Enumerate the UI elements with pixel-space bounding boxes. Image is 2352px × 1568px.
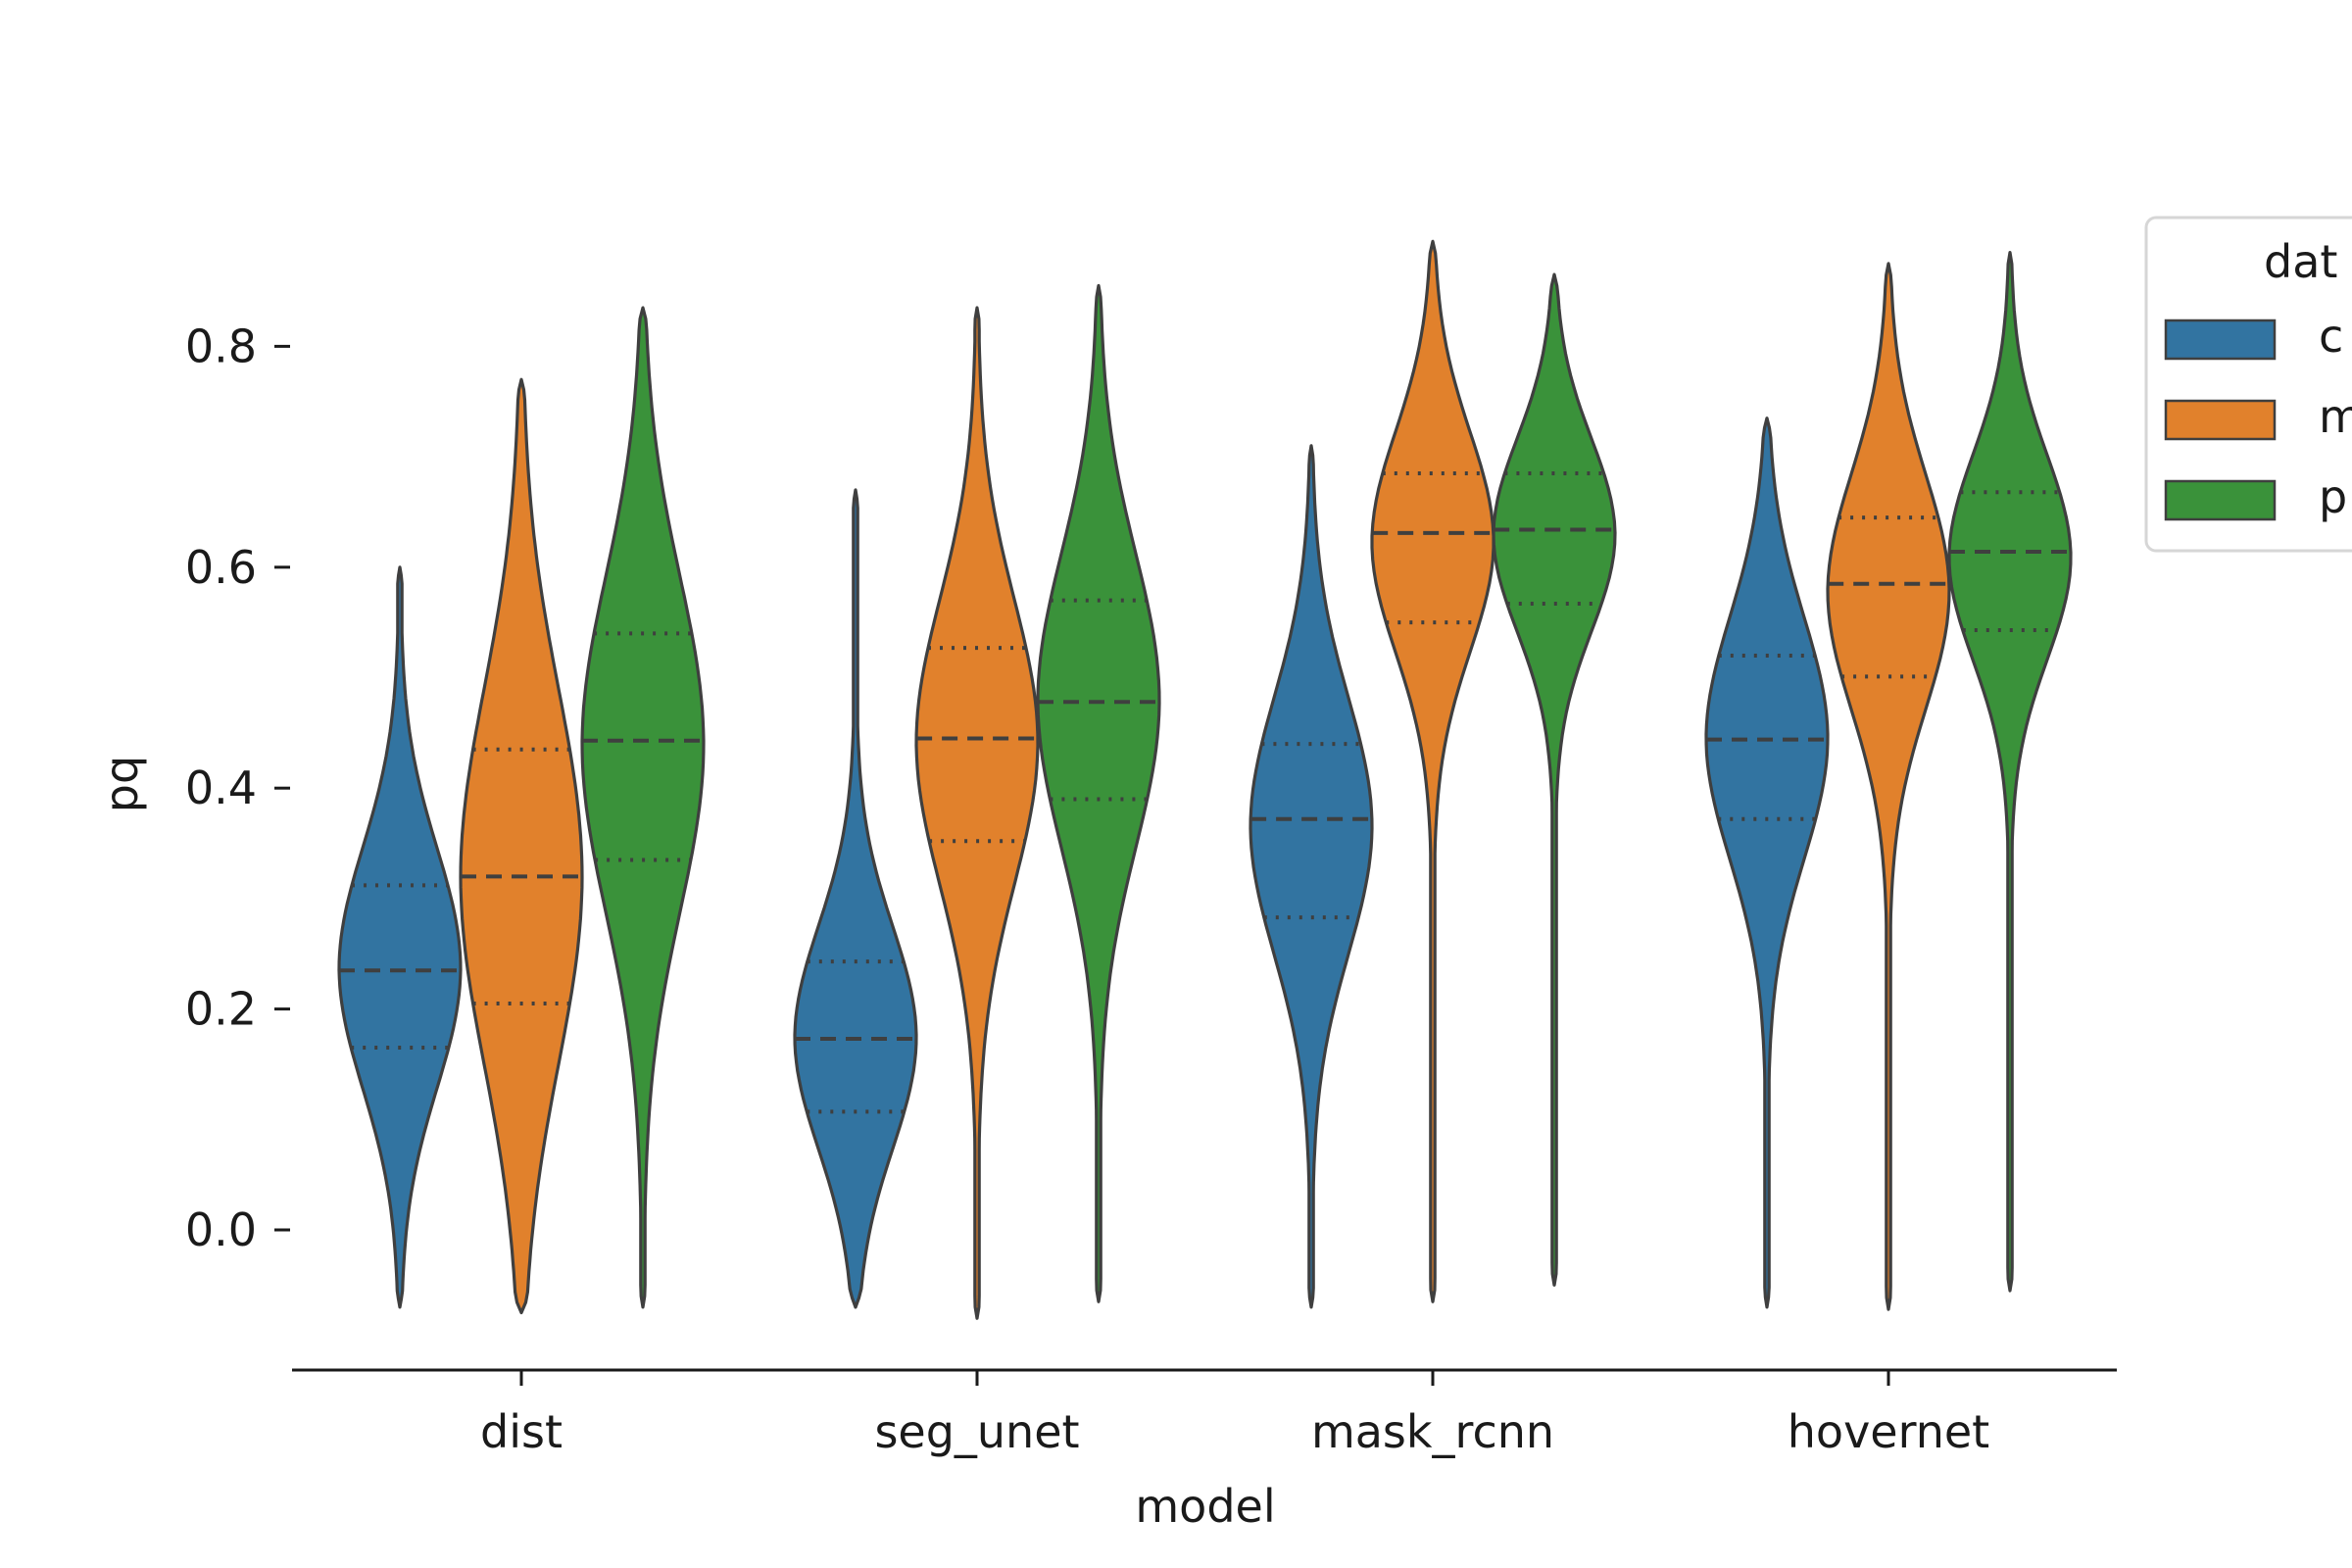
x-tick-label: mask_rcnn <box>1311 1405 1554 1458</box>
x-tick-label: seg_unet <box>874 1405 1079 1458</box>
legend-swatch <box>2164 318 2277 361</box>
x-axis: dist seg_unet mask_rcnn hovernet <box>292 1368 2117 1458</box>
violin-dist-p <box>580 306 706 1309</box>
x-tick-label: dist <box>480 1405 563 1458</box>
x-axis-label: model <box>1135 1480 1275 1533</box>
y-tick-label: 0.2 <box>185 983 257 1036</box>
violin-seg_unet-p <box>1036 283 1161 1303</box>
legend-title: dat <box>2264 235 2337 288</box>
legend-label: c <box>2319 310 2343 363</box>
violin-hovernet-p <box>1947 251 2073 1293</box>
violin-hovernet-m <box>1826 262 1951 1311</box>
y-tick-label: 0.0 <box>185 1203 257 1256</box>
violin-seg_unet-m <box>914 306 1040 1320</box>
x-tick-label: hovernet <box>1788 1405 1989 1458</box>
y-axis-label: pq <box>95 756 148 812</box>
violin-mask_rcnn-m <box>1370 239 1495 1303</box>
y-axis: 0.0 0.2 0.4 0.6 0.8 <box>185 319 290 1256</box>
y-tick-label: 0.8 <box>185 319 257 372</box>
legend-swatch <box>2164 399 2277 441</box>
violin-seg_unet-c <box>793 488 918 1309</box>
legend-frame <box>2144 216 2352 553</box>
violin-hovernet-c <box>1704 416 1830 1309</box>
violin-mask_rcnn-c <box>1249 444 1374 1309</box>
legend-label: m <box>2319 390 2352 443</box>
violin-dist-c <box>337 565 463 1309</box>
legend: dat cmp <box>2144 216 2352 553</box>
violin-mask_rcnn-p <box>1492 272 1617 1287</box>
legend-label: p <box>2319 470 2347 523</box>
violin-dist-m <box>459 377 584 1315</box>
legend-swatch <box>2164 479 2277 521</box>
y-tick-label: 0.6 <box>185 541 257 594</box>
y-tick-label: 0.4 <box>185 761 257 814</box>
violin-group <box>337 239 2073 1320</box>
